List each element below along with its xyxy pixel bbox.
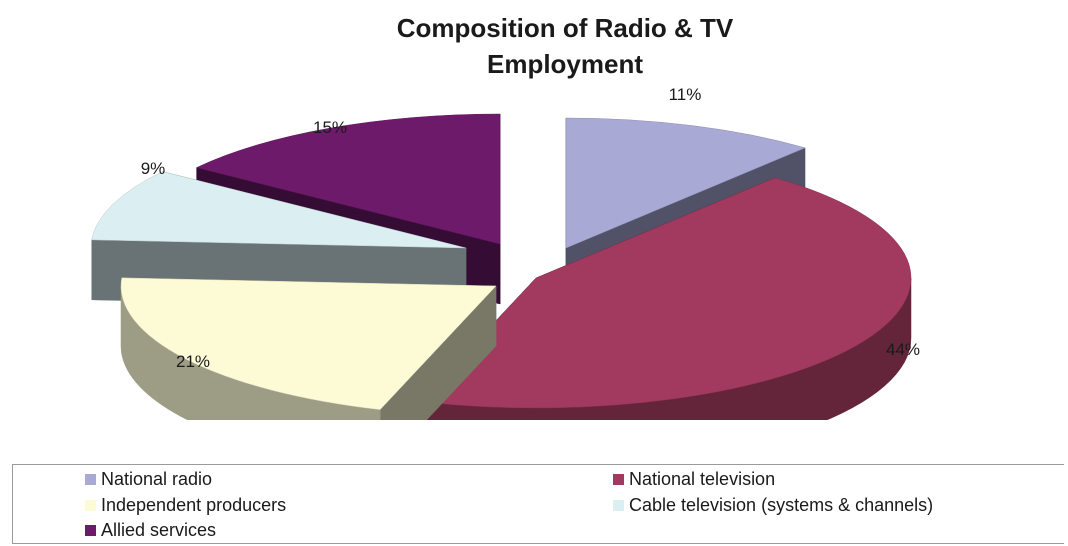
data-label-independent-producers: 21% bbox=[176, 352, 210, 371]
legend-label-cable-television-systems-channels: Cable television (systems & channels) bbox=[629, 495, 934, 515]
legend-item-national-television: National television bbox=[613, 469, 775, 490]
pie-slice-top-allied-services bbox=[195, 113, 501, 245]
legend-swatch-national-television bbox=[613, 474, 624, 485]
legend-item-national-radio: National radio bbox=[85, 469, 212, 490]
legend-swatch-allied-services bbox=[85, 525, 96, 536]
legend-item-allied-services: Allied services bbox=[85, 520, 216, 541]
data-label-allied-services: 15% bbox=[313, 118, 347, 137]
data-label-national-radio: 11% bbox=[669, 85, 702, 104]
legend-item-cable-television-systems-channels: Cable television (systems & channels) bbox=[613, 495, 933, 516]
chart-title-line-1: Composition of Radio & TV bbox=[396, 13, 734, 43]
legend-swatch-independent-producers bbox=[85, 500, 96, 511]
legend-label-allied-services: Allied services bbox=[101, 520, 217, 540]
legend: National radio National television Indepen… bbox=[12, 464, 1064, 544]
pie-slice-top-independent-producers bbox=[120, 277, 497, 410]
pie-slice-independent-producers bbox=[120, 277, 497, 420]
chart-title: Composition of Radio & TV Employment bbox=[300, 10, 830, 82]
pie-slice-top-national-television bbox=[419, 177, 912, 409]
data-label-cable-television-systems-channels: 9% bbox=[141, 159, 166, 178]
legend-item-independent-producers: Independent producers bbox=[85, 495, 286, 516]
legend-label-independent-producers: Independent producers bbox=[101, 495, 287, 515]
pie-slice-top-cable-television-systems-channels bbox=[91, 171, 467, 249]
pie-slice-top-national-radio bbox=[565, 117, 806, 249]
legend-label-national-television: National television bbox=[629, 469, 776, 489]
data-label-national-television: 44% bbox=[886, 340, 920, 359]
pie-chart: 11% 44% 21% 9% 15% bbox=[91, 85, 920, 420]
chart-title-line-2: Employment bbox=[486, 49, 644, 79]
legend-label-national-radio: National radio bbox=[101, 469, 213, 489]
legend-swatch-cable-television-systems-channels bbox=[613, 500, 624, 511]
legend-swatch-national-radio bbox=[85, 474, 96, 485]
